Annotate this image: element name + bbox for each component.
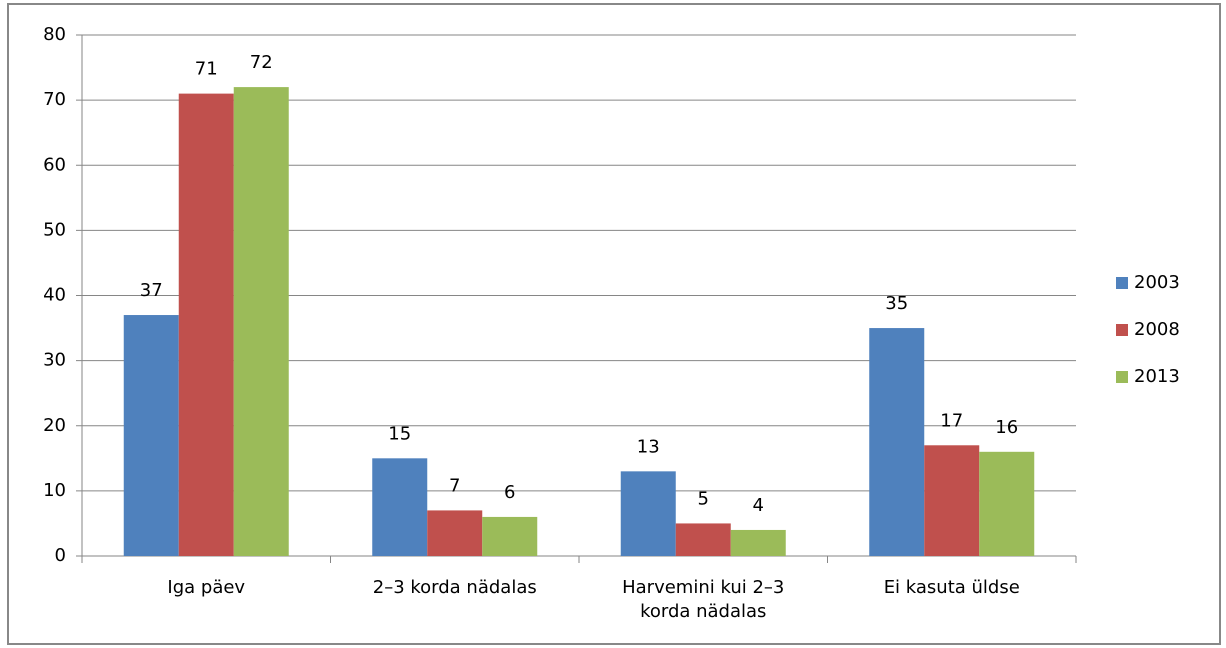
value-label: 5 [698,488,709,509]
bar [372,458,428,556]
value-label: 16 [995,417,1018,438]
legend-label: 2008 [1134,319,1180,340]
x-tick-label: Harvemini kui 2–3 korda nädalas [622,577,785,622]
value-label: 72 [250,52,273,73]
frame [7,3,1221,645]
value-label: 17 [940,410,963,431]
y-tick-label: 40 [43,285,66,306]
y-tick-label: 60 [43,154,66,175]
value-label: 13 [637,436,660,457]
y-tick-label: 70 [43,89,66,110]
bar [427,510,483,556]
value-label: 37 [140,280,163,301]
legend-swatch [1116,277,1128,289]
legend-swatch [1116,324,1128,336]
bar [178,93,234,557]
x-tick-label: Iga päev [167,577,246,598]
x-tick-label: 2–3 korda nädalas [372,577,537,598]
legend-swatch [1116,371,1128,383]
value-label: 4 [753,495,764,516]
value-label: 15 [388,423,411,444]
y-tick-label: 50 [43,219,66,240]
bar [675,523,731,556]
legend-label: 2013 [1134,366,1180,387]
bar [730,529,786,556]
y-tick-label: 30 [43,350,66,371]
x-tick-label: Ei kasuta üldse [883,577,1020,598]
value-label: 6 [504,482,515,503]
value-label: 35 [885,293,908,314]
y-tick-label: 0 [55,545,66,566]
bar [924,445,980,556]
legend-label: 2003 [1134,272,1180,293]
bar [979,451,1035,556]
value-label: 71 [195,59,218,80]
bar [233,87,289,556]
bar [620,471,676,556]
y-tick-label: 20 [43,415,66,436]
y-tick-label: 80 [43,24,66,45]
bar [482,516,538,556]
value-label: 7 [449,475,460,496]
bar [869,328,925,556]
y-tick-label: 10 [43,480,66,501]
bar [123,315,179,556]
